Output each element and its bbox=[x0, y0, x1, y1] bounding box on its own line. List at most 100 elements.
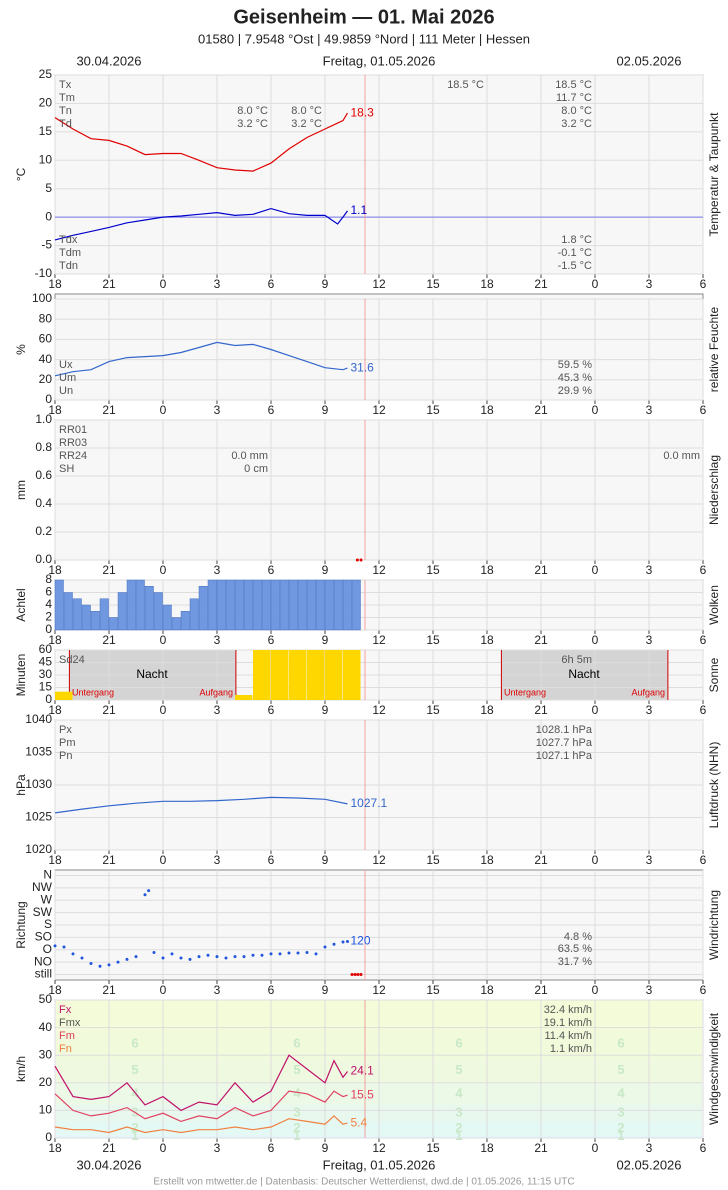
x-tick-label: 3 bbox=[646, 277, 653, 291]
y-tick-label: 10 bbox=[39, 1103, 53, 1117]
bar bbox=[279, 579, 289, 631]
x-tick-label: 6 bbox=[700, 853, 707, 867]
point bbox=[152, 951, 156, 954]
point bbox=[305, 951, 309, 954]
y-tick-label: O bbox=[43, 942, 52, 956]
x-tick-label: 18 bbox=[48, 403, 62, 417]
x-tick-label: 0 bbox=[592, 703, 599, 717]
y-tick-label: 50 bbox=[39, 992, 53, 1006]
bar bbox=[117, 592, 127, 631]
x-tick-label: 21 bbox=[534, 703, 548, 717]
y-axis-label: km/h bbox=[14, 1056, 28, 1082]
x-tick-label: 21 bbox=[534, 853, 548, 867]
series-line bbox=[54, 796, 348, 814]
note: 4.8 % bbox=[564, 931, 592, 943]
note: Un bbox=[59, 385, 73, 397]
beaufort-label: 2 bbox=[293, 1120, 300, 1135]
bar bbox=[189, 598, 199, 631]
y-tick-label: 4 bbox=[45, 597, 52, 611]
note: Aufgang bbox=[631, 687, 665, 697]
note: 11.4 km/h bbox=[545, 1030, 593, 1042]
note: Sd24 bbox=[59, 654, 85, 666]
beaufort-label: 1 bbox=[293, 1128, 300, 1143]
series-line bbox=[54, 112, 349, 172]
x-tick-label: 6 bbox=[268, 1141, 275, 1155]
bar bbox=[343, 650, 361, 700]
y-tick-label: 2 bbox=[45, 610, 52, 624]
bar bbox=[225, 579, 235, 631]
bar bbox=[235, 695, 253, 700]
beaufort-label: 6 bbox=[293, 1036, 300, 1051]
x-tick-label: 18 bbox=[48, 563, 62, 577]
point bbox=[332, 942, 336, 946]
x-tick-label: 15 bbox=[426, 403, 440, 417]
bar bbox=[243, 579, 253, 631]
end-label: 31.6 bbox=[351, 360, 375, 374]
note: 0.0 mm bbox=[663, 450, 700, 462]
bar bbox=[216, 579, 226, 631]
x-tick-label: 21 bbox=[534, 1141, 548, 1155]
beaufort-label: 2 bbox=[455, 1120, 462, 1135]
point bbox=[359, 973, 363, 976]
bar bbox=[288, 579, 298, 631]
point bbox=[356, 973, 360, 976]
note: Aufgang bbox=[199, 687, 233, 697]
note: Fmx bbox=[59, 1017, 81, 1029]
bar bbox=[135, 579, 145, 631]
end-label: 24.1 bbox=[351, 1064, 375, 1078]
x-tick-label: 3 bbox=[646, 403, 653, 417]
x-tick-label: 9 bbox=[322, 277, 329, 291]
y-tick-label: still bbox=[35, 967, 52, 981]
x-tick-label: 6 bbox=[268, 277, 275, 291]
y-axis-label: Achtel bbox=[14, 588, 28, 621]
note: Untergang bbox=[504, 687, 546, 697]
point bbox=[107, 963, 111, 967]
point bbox=[188, 957, 192, 961]
point bbox=[197, 955, 201, 959]
bar bbox=[306, 579, 316, 631]
note: 1.1 km/h bbox=[550, 1043, 592, 1055]
beaufort-label: 1 bbox=[455, 1128, 462, 1143]
x-tick-label: 9 bbox=[322, 853, 329, 867]
end-label: 1.1 bbox=[351, 203, 368, 217]
x-tick-label: 12 bbox=[372, 403, 386, 417]
x-tick-label: 18 bbox=[480, 277, 494, 291]
bar bbox=[81, 604, 91, 631]
beaufort-label: 6 bbox=[617, 1036, 624, 1051]
x-tick-label: 21 bbox=[534, 633, 548, 647]
point bbox=[355, 558, 359, 562]
note: 0.0 mm bbox=[231, 450, 268, 462]
point bbox=[224, 956, 228, 960]
x-tick-label: 18 bbox=[48, 1141, 62, 1155]
x-tick-label: 0 bbox=[592, 563, 599, 577]
y-axis-label: % bbox=[14, 344, 28, 355]
x-tick-label: 21 bbox=[534, 403, 548, 417]
y-tick-label: 1025 bbox=[25, 810, 52, 824]
x-tick-label: 9 bbox=[322, 403, 329, 417]
x-tick-label: 18 bbox=[480, 403, 494, 417]
x-tick-label: 18 bbox=[480, 1141, 494, 1155]
bar bbox=[126, 579, 136, 631]
note: Tn bbox=[59, 105, 72, 117]
x-tick-label: 15 bbox=[426, 703, 440, 717]
note: Tx bbox=[59, 79, 72, 91]
x-tick-label: 3 bbox=[646, 563, 653, 577]
x-tick-label: 3 bbox=[214, 983, 221, 997]
y-tick-label: 0.4 bbox=[35, 496, 52, 510]
note: RR24 bbox=[59, 450, 87, 462]
x-tick-label: 3 bbox=[646, 633, 653, 647]
beaufort-label: 2 bbox=[131, 1120, 138, 1135]
y-tick-label: 1040 bbox=[25, 712, 52, 726]
x-tick-label: 6 bbox=[268, 633, 275, 647]
y-tick-label: W bbox=[41, 892, 53, 906]
x-tick-label: 0 bbox=[592, 1141, 599, 1155]
footer: Erstellt von mtwetter.de | Datenbasis: D… bbox=[153, 1177, 574, 1188]
note: RR03 bbox=[59, 437, 87, 449]
y-tick-label: 20 bbox=[39, 372, 53, 386]
y-tick-label: SO bbox=[35, 930, 52, 944]
y-tick-label: 1030 bbox=[25, 777, 52, 791]
x-tick-label: 6 bbox=[700, 403, 707, 417]
note: Nacht bbox=[568, 667, 600, 681]
bar bbox=[90, 611, 100, 631]
side-label: Wolken bbox=[707, 585, 721, 625]
